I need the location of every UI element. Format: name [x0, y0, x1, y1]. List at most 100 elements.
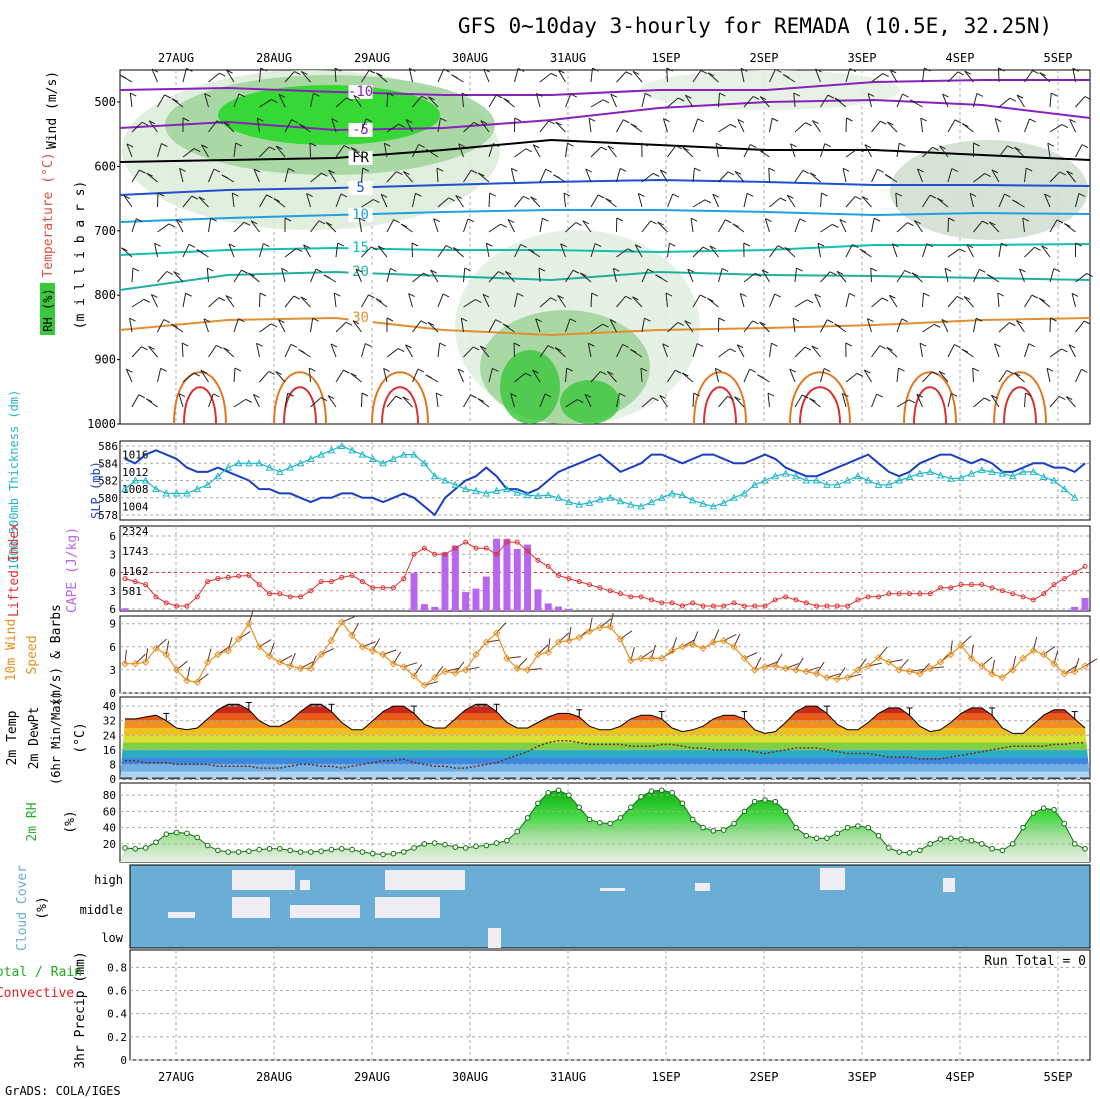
- wind-barb: [863, 369, 872, 383]
- wind-barb: [1014, 146, 1025, 158]
- isotherm-loop: [913, 386, 947, 425]
- panel-frame-precip: [129, 949, 1091, 1061]
- lifted-index-point: [690, 600, 696, 606]
- lifted-index-point: [721, 603, 727, 609]
- wind-barb: [300, 296, 311, 308]
- wind-barb: [845, 148, 858, 158]
- wind-barb-flag: [832, 223, 839, 228]
- wind-barb: [916, 394, 923, 408]
- wind-speed-point: [864, 662, 872, 670]
- wind-barb-flag: [616, 217, 623, 222]
- wind-barb-flag: [750, 144, 757, 148]
- cloud-block: [258, 870, 282, 878]
- rh-point: [1082, 845, 1088, 852]
- wind-speed-point: [1060, 670, 1069, 678]
- wind-barb: [259, 99, 272, 108]
- wind-barb-flag: [243, 221, 251, 226]
- wind-barb: [845, 68, 851, 83]
- cape-bar: [482, 576, 490, 611]
- wind-barb-flag: [767, 392, 775, 397]
- rh-point: [359, 849, 366, 855]
- wind-barb: [871, 297, 883, 308]
- wind-barb: [942, 93, 949, 108]
- wind-barb: [427, 321, 439, 333]
- wind-speed-point: [781, 664, 790, 673]
- wind-barb-flag: [759, 321, 766, 326]
- wind-speed-point: [709, 638, 718, 646]
- wind-barb: [563, 193, 566, 208]
- wind-barb-flag: [300, 296, 307, 301]
- rh-point: [607, 820, 613, 827]
- wind-barb: [867, 93, 872, 108]
- wind-barb: [784, 247, 796, 258]
- wind-barb: [998, 193, 1005, 208]
- lifted-index-point: [824, 603, 830, 609]
- wind-barb: [667, 145, 677, 158]
- lifted-index-point: [566, 576, 572, 582]
- isotherm-loop: [273, 371, 327, 425]
- wind-barb-flag: [619, 168, 627, 172]
- lifted-index-point: [236, 573, 242, 579]
- lifted-index-point: [390, 585, 396, 591]
- thickness-point: [534, 491, 542, 500]
- wind-barb-flag: [248, 272, 255, 277]
- wind-barb: [148, 345, 158, 358]
- wind-barb: [920, 118, 923, 133]
- wind-barb-flag: [225, 295, 233, 299]
- rh-point: [689, 816, 696, 823]
- wind-barb-flag: [505, 270, 512, 275]
- wind-barb-flag: [1069, 118, 1076, 123]
- thickness-point: [946, 474, 955, 482]
- wind-speed-point: [854, 666, 862, 674]
- rh-point: [493, 840, 500, 846]
- thickness-line: [124, 445, 1076, 508]
- rh-shade-high: [500, 350, 560, 424]
- wind-barb: [919, 343, 923, 358]
- wind-speed-point: [658, 654, 666, 663]
- wind-barb-flag: [294, 71, 301, 76]
- wind-barb-flag: [479, 345, 487, 350]
- wind-barb: [632, 296, 643, 308]
- rh-point: [555, 787, 562, 794]
- wind-barb: [131, 394, 140, 408]
- isotherm-label: 20: [352, 264, 369, 280]
- wind-barb-flag: [898, 367, 905, 372]
- lifted-index-point: [545, 563, 551, 569]
- date-label-bottom: 31AUG: [550, 1070, 586, 1084]
- wind-barb: [386, 92, 389, 108]
- wind-barb: [488, 192, 491, 208]
- wind-barb: [718, 395, 728, 408]
- rh-point: [390, 850, 397, 857]
- chart-title: GFS 0~10day 3-hourly for REMADA (10.5E, …: [458, 14, 1052, 38]
- lifted-index-point: [359, 579, 365, 585]
- rh-point: [855, 823, 861, 829]
- lifted-index-point: [504, 539, 510, 545]
- date-label-top: 1SEP: [652, 51, 681, 65]
- wind-barb: [361, 246, 372, 258]
- wind-barb-flag: [408, 293, 415, 297]
- wind-barb: [794, 218, 801, 233]
- wind-barb-flag: [570, 93, 577, 98]
- rh-point: [617, 815, 624, 821]
- wind-barb: [131, 346, 142, 358]
- rh-shade-high: [560, 380, 620, 424]
- wind-barb: [1049, 268, 1055, 283]
- wind-barb-flag: [263, 243, 270, 247]
- lifted-index-point: [297, 594, 303, 600]
- thickness-point: [823, 480, 831, 488]
- wind-barb-flag: [718, 317, 725, 322]
- wind-barb-flag: [1000, 242, 1008, 247]
- wind-barb-flag: [284, 217, 292, 222]
- wind-barb: [565, 318, 571, 333]
- wind-barb-flag: [916, 393, 924, 398]
- wind-barb: [126, 143, 133, 158]
- wind-barb-flag: [210, 217, 217, 222]
- wind-barb-flag: [168, 223, 176, 228]
- lifted-index-point: [1030, 597, 1036, 603]
- wind-barb: [1041, 245, 1051, 258]
- wind-barb: [252, 394, 260, 408]
- thickness-point: [719, 498, 728, 506]
- wind-barb-flag: [554, 347, 562, 352]
- lifted-index-line: [124, 541, 1086, 607]
- wind-barb-flag: [787, 194, 794, 199]
